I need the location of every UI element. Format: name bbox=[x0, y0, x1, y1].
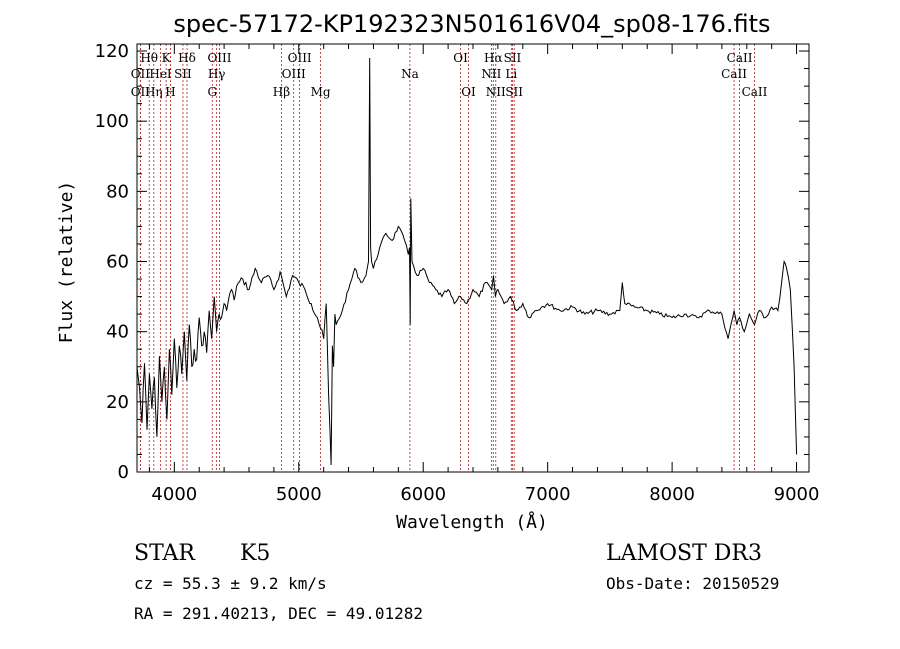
spectral-line-label: OIII bbox=[288, 51, 312, 65]
y-tick-label: 120 bbox=[95, 41, 129, 62]
spectral-line-label: Hα bbox=[484, 51, 503, 65]
x-tick-label: 4000 bbox=[151, 484, 197, 505]
spectral-line-label: OII bbox=[131, 85, 151, 99]
object-subclass: K5 bbox=[240, 541, 270, 566]
spectral-line-label: OI bbox=[453, 51, 468, 65]
spectral-line-label: OII bbox=[131, 67, 151, 81]
x-axis-label: Wavelength (Å) bbox=[396, 511, 548, 533]
spectral-line-label: Li bbox=[505, 67, 517, 81]
spectral-line-label: NII bbox=[486, 85, 506, 99]
spectral-line-label: Hθ bbox=[140, 51, 158, 65]
y-tick-label: 0 bbox=[118, 462, 129, 483]
spectrum-line bbox=[136, 57, 798, 466]
spectral-line-label: SII bbox=[505, 85, 523, 99]
chart-title: spec-57172-KP192323N501616V04_sp08-176.f… bbox=[173, 10, 770, 38]
spectral-line-label: HeI bbox=[149, 67, 172, 81]
spectral-line-label: G bbox=[207, 85, 217, 99]
spectral-line-label: K bbox=[162, 51, 172, 65]
spectral-line-label: Hη bbox=[145, 85, 163, 99]
y-axis: 0 20 40 60 80 100 120 bbox=[95, 41, 809, 483]
spectral-line-label: SII bbox=[504, 51, 522, 65]
x-axis: 4000 5000 6000 7000 8000 9000 bbox=[148, 44, 820, 505]
spectral-line-label: CaII bbox=[727, 51, 753, 65]
spectral-line-markers bbox=[139, 44, 755, 472]
y-tick-label: 40 bbox=[106, 322, 129, 343]
spectral-line-label: SII bbox=[174, 67, 192, 81]
spectral-line-label: CaII bbox=[742, 85, 768, 99]
x-tick-label: 9000 bbox=[774, 484, 820, 505]
x-tick-label: 5000 bbox=[276, 484, 322, 505]
x-tick-label: 6000 bbox=[400, 484, 446, 505]
y-tick-label: 80 bbox=[106, 181, 129, 202]
spectral-line-label: OI bbox=[461, 85, 476, 99]
spectral-line-label: CaII bbox=[721, 67, 747, 81]
spectral-line-label: Na bbox=[401, 67, 419, 81]
observation-date: Obs-Date: 20150529 bbox=[606, 574, 779, 593]
object-class: STAR bbox=[134, 541, 196, 566]
spectral-line-label: Hδ bbox=[178, 51, 196, 65]
spectral-line-label: Hβ bbox=[273, 85, 290, 99]
x-tick-label: 7000 bbox=[525, 484, 571, 505]
x-tick-label: 8000 bbox=[649, 484, 695, 505]
spectral-line-label: OIII bbox=[207, 51, 231, 65]
spectral-line-label: Mg bbox=[311, 85, 331, 99]
coordinates: RA = 291.40213, DEC = 49.01282 bbox=[134, 604, 423, 623]
spectral-line-label: OIII bbox=[282, 67, 306, 81]
survey-name: LAMOST DR3 bbox=[606, 541, 762, 566]
y-tick-label: 60 bbox=[106, 252, 129, 273]
spectral-line-label: Hγ bbox=[208, 67, 226, 81]
y-tick-label: 100 bbox=[95, 111, 129, 132]
spectral-line-label: NII bbox=[481, 67, 501, 81]
spectral-line-label: H bbox=[165, 85, 175, 99]
plot-frame bbox=[136, 43, 810, 473]
y-axis-label: Flux (relative) bbox=[56, 181, 77, 344]
redshift-velocity: cz = 55.3 ± 9.2 km/s bbox=[134, 574, 327, 593]
y-tick-label: 20 bbox=[106, 392, 129, 413]
